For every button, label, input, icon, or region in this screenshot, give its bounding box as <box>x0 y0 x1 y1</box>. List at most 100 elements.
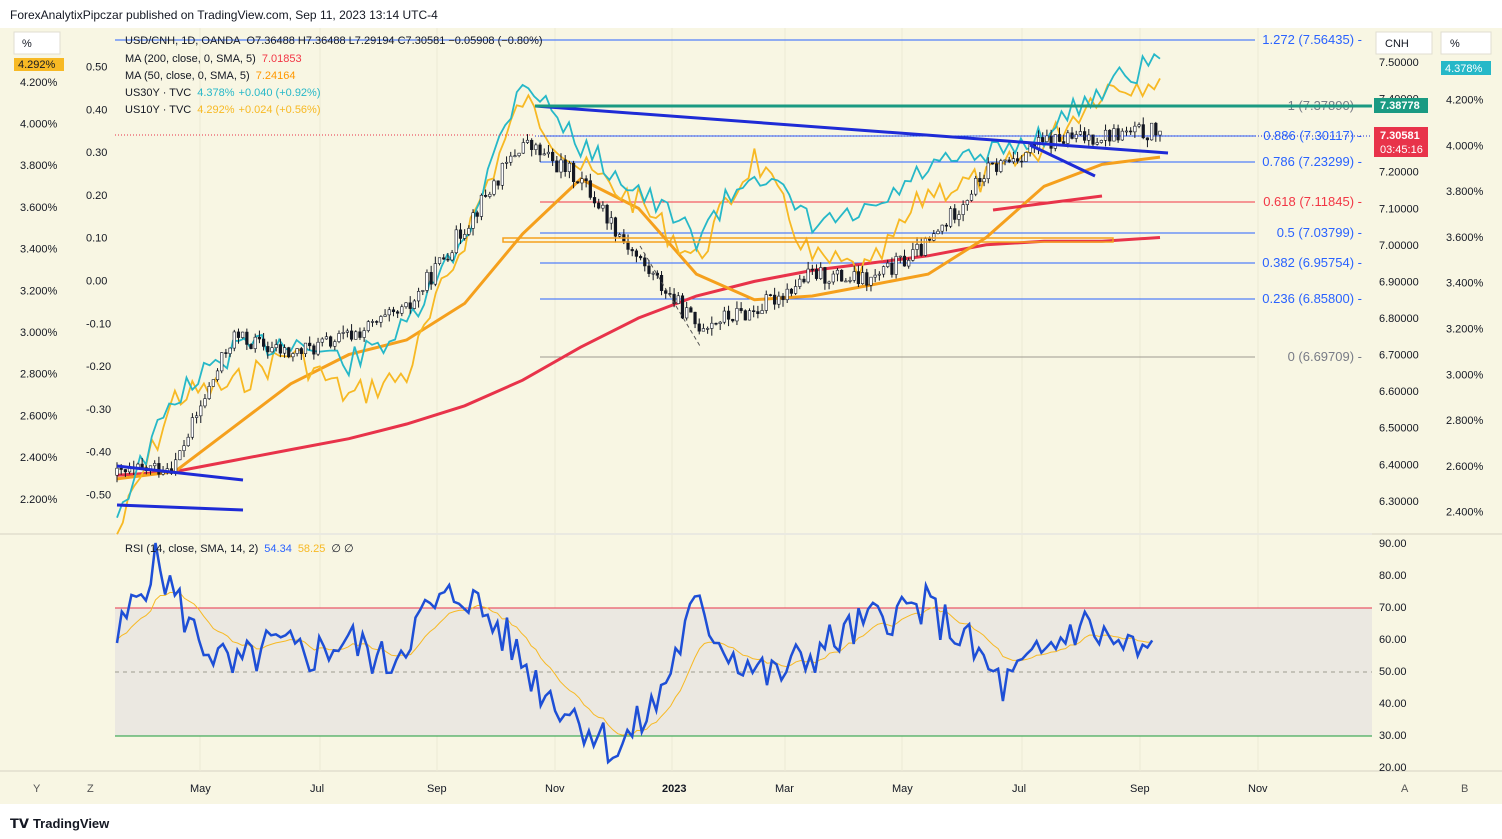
price-tick: 6.70000 <box>1379 350 1419 362</box>
left-pct-ticks: 4.200% 4.000% 3.800% 3.600% 3.400% 3.200% 3.00… <box>20 77 58 506</box>
candle-body <box>1154 122 1158 136</box>
right-pct-tick: 4.000% <box>1446 140 1484 152</box>
candle-body <box>865 272 869 286</box>
candle-body <box>777 295 781 305</box>
bottom-buttons[interactable]: Y Z A B <box>33 783 1468 795</box>
candle-body <box>262 338 266 347</box>
price-tick: 6.80000 <box>1379 313 1419 325</box>
left-pct-tick: 3.200% <box>20 285 58 297</box>
time-label: Nov <box>545 783 565 795</box>
trendline-base-upper[interactable] <box>116 464 244 482</box>
tv-brand-text: TradingView <box>32 816 110 831</box>
candle-body <box>530 139 534 150</box>
ma200-path <box>116 236 1161 477</box>
chart-area[interactable]: 1.272 (7.56435) -1 (7.37890) -0.886 (7.3… <box>0 28 1502 804</box>
time-label: 2023 <box>662 783 686 795</box>
candle-body <box>1103 129 1108 141</box>
right-pct-header-box[interactable] <box>1440 31 1492 55</box>
candle-body <box>789 288 793 294</box>
left-spread-tick: -0.20 <box>86 361 111 373</box>
rsi-tick: 80.00 <box>1379 570 1407 582</box>
legend[interactable]: USD/CNH, 1D, OANDA O7.36488 H7.36488 L7.2… <box>125 35 543 116</box>
time-axis[interactable]: May Jul Sep Nov 2023 Mar May Jul Sep Nov <box>190 783 1268 795</box>
legend-ma200[interactable]: MA (200, close, 0, SMA, 5) 7.01853 <box>125 53 302 65</box>
button-a[interactable]: A <box>1401 783 1409 795</box>
rsi-tick: 30.00 <box>1379 730 1407 742</box>
left-spread-tick: 0.40 <box>86 104 107 116</box>
candle-body <box>894 256 898 275</box>
trendline-red-support[interactable] <box>992 194 1103 212</box>
left-pct-tick: 4.000% <box>20 119 58 131</box>
candle-body <box>333 341 337 347</box>
candle-body <box>429 272 433 285</box>
candle-body <box>1112 128 1116 142</box>
candle-body <box>571 162 576 182</box>
right-axis-panel[interactable] <box>1372 28 1502 804</box>
fib-level-label: 0 (6.69709) - <box>1288 349 1362 364</box>
candle-body <box>756 311 760 314</box>
time-axis-bg[interactable] <box>0 771 1502 804</box>
candle-body <box>433 263 437 285</box>
candle-body <box>400 306 404 314</box>
us30y-path <box>116 52 1161 519</box>
candle-body <box>781 295 785 301</box>
fib-retracement[interactable]: 1.272 (7.56435) -1 (7.37890) -0.886 (7.3… <box>115 32 1362 364</box>
right-pct-badge-box <box>1441 61 1491 75</box>
candle-body <box>337 333 341 342</box>
candle-body <box>437 257 442 264</box>
rsi-path <box>115 542 1154 765</box>
candle-body <box>492 180 496 195</box>
left-pct-tick: 2.800% <box>20 369 58 381</box>
candle-body <box>798 278 802 287</box>
right-pct-tick: 4.200% <box>1446 95 1484 107</box>
candle-body <box>915 244 919 250</box>
left-pct-tick: 4.200% <box>20 77 58 89</box>
trendline-long-descending[interactable] <box>534 104 1169 155</box>
price-tick: 7.50000 <box>1379 57 1419 69</box>
candle-body <box>718 321 722 324</box>
candle-body <box>731 318 735 322</box>
button-b[interactable]: B <box>1461 783 1468 795</box>
left-spread-ticks: 0.50 0.40 0.30 0.20 0.10 0.00 -0.10 -0.20 -0.30 -… <box>86 62 111 502</box>
right-axes[interactable]: CNH % 4.378% 7.500007.400007.300007.2000… <box>1374 31 1492 519</box>
candle-body <box>408 302 412 309</box>
left-spread-tick: -0.10 <box>86 318 111 330</box>
trendline-base-lower[interactable] <box>116 503 244 512</box>
button-z[interactable]: Z <box>87 783 94 795</box>
candle-body <box>953 208 957 220</box>
candle-body <box>1091 134 1095 145</box>
candle-body <box>513 155 517 157</box>
left-axes[interactable]: % 4.292% 4.200% 4.000% 3.800% 3.600% 3.400% 3… <box>13 31 111 506</box>
candle-body <box>848 280 852 282</box>
rsi-pane[interactable]: RSI (14, close, SMA, 14, 2) 54.34 58.25 ∅ ∅… <box>115 538 1407 774</box>
left-pct-header-box[interactable] <box>13 31 61 55</box>
candle-body <box>722 310 726 323</box>
rsi-legend[interactable]: RSI (14, close, SMA, 14, 2) 54.34 58.25 ∅ ∅ <box>125 543 354 555</box>
right-pct-header: % <box>1450 38 1460 50</box>
trendlines[interactable] <box>115 104 1372 512</box>
yield-lines <box>116 52 1161 535</box>
candle-body <box>354 331 358 340</box>
cnh-header: CNH <box>1385 38 1409 50</box>
legend-us10y[interactable]: US10Y · TVC 4.292% +0.024 (+0.56%) <box>125 104 321 116</box>
candle-body <box>706 328 710 330</box>
candle-body <box>814 269 819 279</box>
support-zone[interactable] <box>502 237 1114 243</box>
trendline-short[interactable] <box>1029 143 1096 178</box>
legend-ma50[interactable]: MA (50, close, 0, SMA, 5) 7.24164 <box>125 70 295 82</box>
rsi-tick: 20.00 <box>1379 762 1407 774</box>
legend-symbol[interactable]: USD/CNH, 1D, OANDA O7.36488 H7.36488 L7.2… <box>125 35 543 47</box>
chart-svg[interactable]: 1.272 (7.56435) -1 (7.37890) -0.886 (7.3… <box>0 28 1502 804</box>
candle-body <box>680 295 685 319</box>
candle-body <box>199 405 203 417</box>
candle-body <box>320 338 324 343</box>
rsi-sma-path <box>116 591 1153 736</box>
price-pane-bg[interactable] <box>115 28 1372 533</box>
cnh-header-box[interactable] <box>1375 31 1433 55</box>
candle-body <box>831 273 835 283</box>
price-tick: 7.00000 <box>1379 240 1419 252</box>
tradingview-logo[interactable]: 𝗧𝗩 TradingView <box>10 816 109 832</box>
candle-body <box>886 262 890 267</box>
legend-us30y[interactable]: US30Y · TVC 4.378% +0.040 (+0.92%) <box>125 87 321 99</box>
button-y[interactable]: Y <box>33 783 41 795</box>
